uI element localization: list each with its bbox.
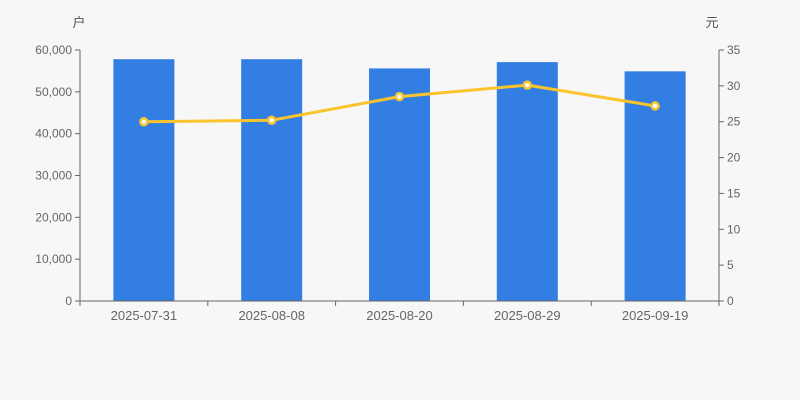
left-y-tick-label: 20,000 bbox=[35, 210, 72, 224]
right-y-tick-label: 35 bbox=[727, 43, 741, 57]
x-category-label: 2025-09-19 bbox=[622, 308, 689, 323]
plot-area: 0 10,000 20,000 30,000 40,000 50,000 60,000 0 5 1… bbox=[35, 43, 740, 323]
bar[interactable] bbox=[496, 62, 558, 301]
line-point[interactable] bbox=[522, 80, 533, 90]
line-point[interactable] bbox=[650, 101, 660, 111]
right-y-tick-label: 20 bbox=[727, 151, 741, 165]
x-category-label: 2025-08-29 bbox=[494, 308, 561, 323]
bar[interactable] bbox=[369, 68, 430, 301]
left-y-tick-label: 30,000 bbox=[35, 169, 72, 183]
line-point[interactable] bbox=[266, 115, 277, 126]
bar[interactable] bbox=[241, 59, 303, 301]
x-category-label: 2025-08-20 bbox=[366, 308, 433, 323]
right-y-tick-label: 25 bbox=[727, 115, 741, 129]
left-y-tick-label: 50,000 bbox=[35, 85, 72, 99]
left-axis-unit-label: 户 bbox=[72, 15, 85, 30]
left-y-tick-label: 40,000 bbox=[35, 127, 72, 141]
left-y-tick-label: 10,000 bbox=[35, 252, 72, 266]
x-category-label: 2025-08-08 bbox=[238, 308, 305, 323]
line-point[interactable] bbox=[394, 91, 405, 102]
left-y-tick-label: 0 bbox=[65, 294, 72, 308]
right-y-tick-label: 10 bbox=[727, 222, 741, 236]
line-point[interactable] bbox=[139, 116, 149, 127]
right-y-tick-label: 30 bbox=[727, 79, 741, 93]
right-y-tick-label: 0 bbox=[727, 294, 734, 308]
x-category-label: 2025-07-31 bbox=[111, 308, 178, 323]
bar[interactable] bbox=[113, 59, 175, 301]
right-y-tick-label: 5 bbox=[727, 258, 734, 272]
right-axis-unit-label: 元 bbox=[705, 15, 718, 30]
left-y-tick-label: 60,000 bbox=[35, 43, 72, 57]
right-y-tick-label: 15 bbox=[727, 186, 741, 200]
